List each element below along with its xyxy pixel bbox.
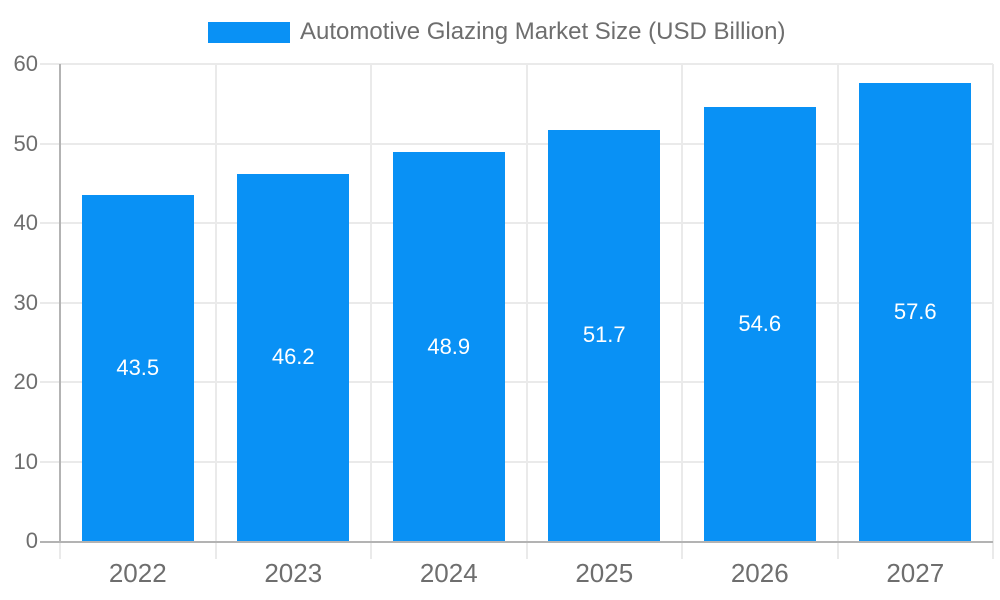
y-gridline <box>40 63 993 65</box>
y-gridline <box>40 381 993 383</box>
bar-value-label: 43.5 <box>116 355 160 381</box>
y-gridline <box>40 460 993 463</box>
bar-value-label: 46.2 <box>271 344 315 370</box>
y-axis-tick-label: 50 <box>13 130 38 156</box>
bar[interactable]: 57.6 <box>859 83 972 541</box>
x-axis-tick-label: 2026 <box>730 558 789 588</box>
legend-label: Automotive Glazing Market Size (USD Bill… <box>300 18 786 45</box>
y-axis-tick-label: 30 <box>13 289 38 315</box>
y-axis-tick-label: 0 <box>25 528 38 553</box>
bar[interactable]: 48.9 <box>392 152 505 541</box>
x-gridline <box>370 64 372 559</box>
y-axis-tick-label: 10 <box>13 448 38 474</box>
bar[interactable]: 46.2 <box>237 173 350 541</box>
y-axis-tick-label: 20 <box>13 369 38 394</box>
y-gridline <box>40 301 993 304</box>
x-axis-line <box>40 541 993 543</box>
y-gridline <box>40 222 993 224</box>
y-axis-line <box>59 64 61 541</box>
x-axis-tick-label: 2025 <box>575 558 634 588</box>
bar-value-label: 57.6 <box>893 299 937 325</box>
bar[interactable]: 43.5 <box>81 195 194 541</box>
y-axis-tick-label: 60 <box>13 51 38 76</box>
y-gridline <box>40 142 993 145</box>
x-gridline <box>836 64 839 559</box>
bar[interactable]: 51.7 <box>548 129 661 541</box>
x-gridline <box>214 64 217 559</box>
x-gridline <box>59 541 61 559</box>
bar-value-label: 51.7 <box>582 322 626 348</box>
x-axis-tick-label: 2027 <box>886 558 945 588</box>
x-gridline <box>992 64 994 559</box>
x-gridline <box>681 64 683 559</box>
bar-value-label: 54.6 <box>738 310 782 336</box>
bar-value-label: 48.9 <box>427 333 471 359</box>
y-axis-tick-label: 40 <box>13 210 38 235</box>
x-axis-tick-label: 2022 <box>108 558 167 588</box>
bar[interactable]: 54.6 <box>703 106 816 541</box>
legend-swatch <box>208 21 290 43</box>
x-axis-tick-label: 2023 <box>264 558 323 588</box>
legend[interactable]: Automotive Glazing Market Size (USD Bill… <box>208 18 786 46</box>
x-gridline <box>525 64 528 559</box>
x-axis-tick-label: 2024 <box>419 558 478 588</box>
